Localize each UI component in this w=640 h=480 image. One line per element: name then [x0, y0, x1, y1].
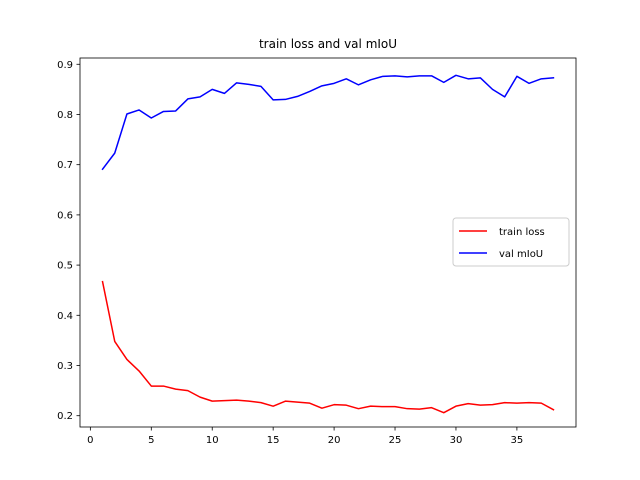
y-tick-label: 0.7	[57, 160, 73, 171]
x-tick-label: 30	[450, 435, 463, 446]
series-line-val-miou	[101, 74, 555, 171]
legend-label: val mIoU	[499, 249, 543, 260]
x-tick-label: 5	[148, 435, 154, 446]
x-tick-label: 25	[389, 435, 402, 446]
x-tick-label: 15	[267, 435, 280, 446]
x-tick-label: 0	[87, 435, 93, 446]
x-tick-label: 20	[328, 435, 341, 446]
y-tick-label: 0.3	[57, 361, 73, 372]
axes-frame	[79, 57, 577, 428]
y-tick-label: 0.5	[57, 261, 73, 272]
x-tick-label: 35	[511, 435, 524, 446]
series-line-train-loss	[101, 280, 555, 414]
y-tick-label: 0.9	[57, 60, 73, 71]
chart-title: train loss and val mIoU	[259, 37, 397, 51]
y-tick-label: 0.4	[57, 311, 73, 322]
legend-label: train loss	[499, 227, 545, 238]
y-tick-label: 0.2	[57, 411, 73, 422]
x-tick-label: 10	[206, 435, 219, 446]
plot-area: 0 5 10 15 20 25 30 35 0.2 0.3 0.4 0.5 0.6 0.7 0.8 0.9 tr…	[57, 57, 577, 446]
legend-box	[452, 217, 570, 267]
y-tick-label: 0.8	[57, 110, 73, 121]
y-tick-label: 0.6	[57, 210, 73, 221]
